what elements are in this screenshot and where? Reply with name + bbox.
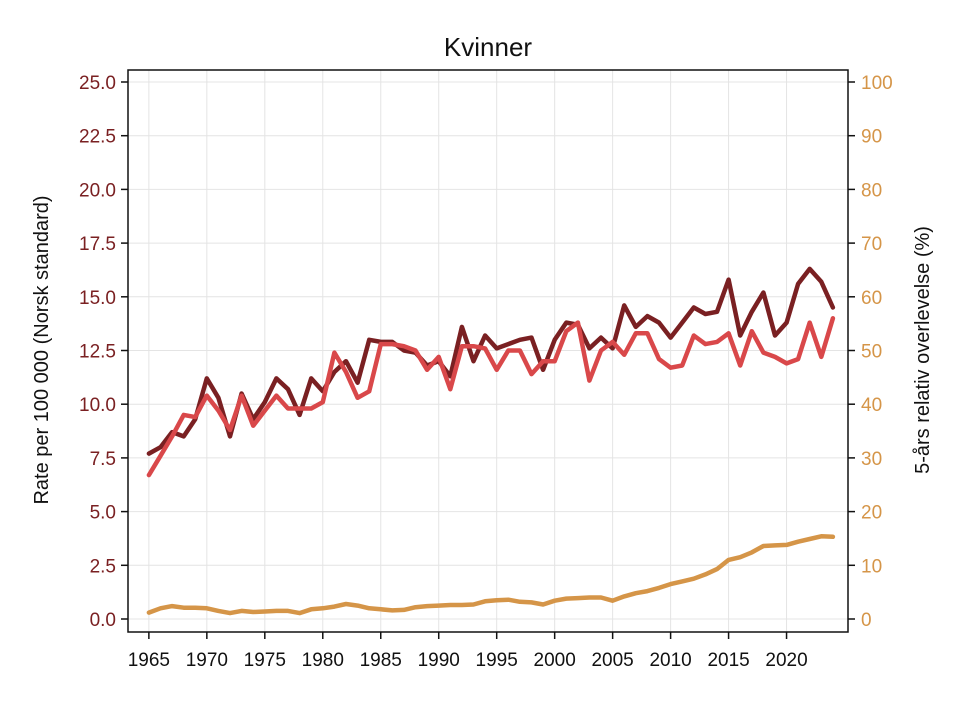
x-tick-label: 2015 <box>707 650 749 671</box>
left-tick-label: 25.0 <box>79 73 116 94</box>
series-line-red <box>146 316 836 478</box>
right-tick-label: 50 <box>861 342 882 363</box>
series-lines <box>146 266 836 616</box>
x-tick-label: 2000 <box>534 650 576 671</box>
left-tick-label: 20.0 <box>79 180 116 201</box>
gridlines <box>128 70 848 632</box>
left-tick-label: 15.0 <box>79 288 116 309</box>
x-tick-label: 1965 <box>128 650 170 671</box>
right-tick-label: 100 <box>861 73 893 94</box>
x-tick-label: 2005 <box>591 650 633 671</box>
left-tick-label: 22.5 <box>79 127 116 148</box>
series-line-orange <box>146 534 836 616</box>
right-tick-label: 60 <box>861 288 882 309</box>
chart-title: Kvinner <box>444 32 532 62</box>
left-tick-label: 2.5 <box>90 556 116 577</box>
right-tick-label: 70 <box>861 234 882 255</box>
right-tick-label: 90 <box>861 127 882 148</box>
left-tick-label: 17.5 <box>79 234 116 255</box>
right-tick-label: 20 <box>861 503 882 524</box>
right-tick-label: 40 <box>861 395 882 416</box>
left-tick-label: 7.5 <box>90 449 116 470</box>
right-tick-label: 0 <box>861 610 872 631</box>
x-tick-label: 1970 <box>186 650 228 671</box>
right-tick-label: 80 <box>861 180 882 201</box>
left-axis: 0.0 2.5 5.0 7.5 10.0 12.5 15.0 17.5 20.0 22.5 25.0 <box>79 73 128 631</box>
right-tick-label: 30 <box>861 449 882 470</box>
left-tick-label: 12.5 <box>79 342 116 363</box>
left-tick-label: 0.0 <box>90 610 116 631</box>
x-tick-label: 2010 <box>649 650 691 671</box>
right-tick-label: 10 <box>861 556 882 577</box>
left-tick-label: 5.0 <box>90 503 116 524</box>
x-tick-label: 1990 <box>418 650 460 671</box>
x-tick-label: 1975 <box>244 650 286 671</box>
x-tick-label: 2020 <box>765 650 807 671</box>
x-tick-label: 1980 <box>302 650 344 671</box>
x-tick-label: 1995 <box>476 650 518 671</box>
left-tick-label: 10.0 <box>79 395 116 416</box>
left-axis-title: Rate per 100 000 (Norsk standard) <box>31 195 53 504</box>
x-axis: 1965 1970 1975 1980 1985 1990 1995 2000 2005 2010… <box>128 632 808 671</box>
right-axis: 0 10 20 30 40 50 60 70 80 90 100 <box>848 73 893 631</box>
right-axis-title: 5-års relativ overlevelse (%) <box>912 226 934 474</box>
series-line-dark-red <box>146 266 836 456</box>
x-tick-label: 1985 <box>360 650 402 671</box>
